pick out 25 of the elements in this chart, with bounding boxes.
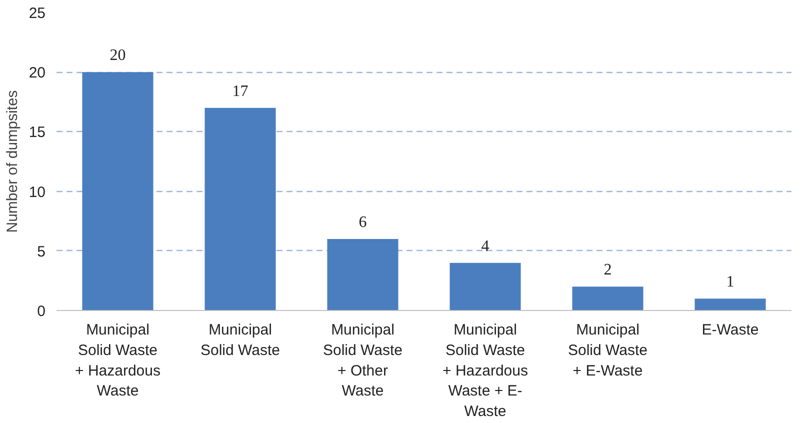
bar xyxy=(204,108,276,310)
x-tick-label: Municipal Solid Waste + Other Waste xyxy=(323,322,402,400)
data-label: 4 xyxy=(481,238,490,255)
y-tick-label: 20 xyxy=(28,64,46,82)
x-tick-label: Municipal Solid Waste xyxy=(200,322,280,359)
data-label: 17 xyxy=(232,82,248,100)
x-tick-label: E-Waste xyxy=(702,322,759,338)
y-tick-label: 25 xyxy=(28,5,46,22)
y-tick-label: 15 xyxy=(28,124,46,142)
data-label: 2 xyxy=(604,262,612,279)
bar xyxy=(450,262,521,310)
bar xyxy=(694,298,766,310)
bar xyxy=(82,72,154,310)
x-tick-label: Municipal Solid Waste + Hazardous Waste xyxy=(75,322,160,400)
data-label: 6 xyxy=(358,214,367,231)
bar xyxy=(327,238,398,310)
y-tick-label: 0 xyxy=(37,303,46,320)
data-label: 1 xyxy=(726,274,734,291)
y-tick-label: 10 xyxy=(28,184,46,201)
data-label: 20 xyxy=(110,47,126,64)
x-tick-label: Municipal Solid Waste + E-Waste xyxy=(568,322,648,380)
x-tick-label: Municipal Solid Waste + Hazardous Waste + E- Waste xyxy=(442,322,528,420)
y-tick-label: 5 xyxy=(37,243,46,260)
bar xyxy=(572,286,644,310)
y-axis-title: Number of dumpsites xyxy=(4,90,21,233)
